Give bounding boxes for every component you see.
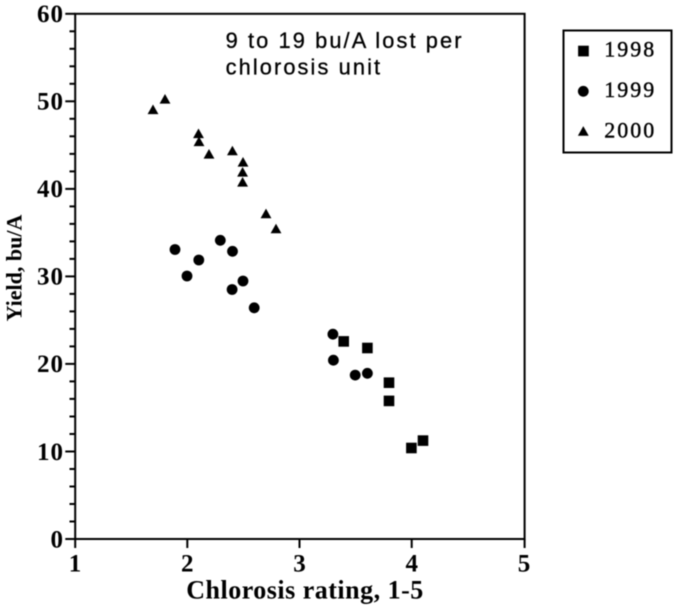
- svg-text:20: 20: [37, 351, 64, 378]
- svg-text:0: 0: [51, 526, 65, 553]
- svg-text:chlorosis unit: chlorosis unit: [226, 54, 383, 79]
- svg-text:Chlorosis rating, 1-5: Chlorosis rating, 1-5: [186, 575, 424, 604]
- svg-text:1999: 1999: [604, 77, 656, 102]
- svg-text:50: 50: [37, 89, 64, 116]
- svg-text:1998: 1998: [604, 37, 656, 62]
- svg-text:3: 3: [293, 551, 306, 578]
- svg-text:2: 2: [181, 551, 194, 578]
- svg-text:1: 1: [69, 551, 82, 578]
- svg-text:10: 10: [37, 439, 64, 466]
- svg-text:60: 60: [37, 1, 64, 28]
- svg-text:Yield, bu/A: Yield, bu/A: [2, 215, 27, 322]
- svg-text:2000: 2000: [604, 117, 656, 142]
- svg-text:40: 40: [37, 176, 64, 203]
- svg-text:9 to 19 bu/A lost per: 9 to 19 bu/A lost per: [226, 28, 464, 53]
- svg-text:4: 4: [406, 551, 419, 578]
- svg-text:30: 30: [37, 264, 64, 291]
- svg-text:5: 5: [518, 551, 531, 578]
